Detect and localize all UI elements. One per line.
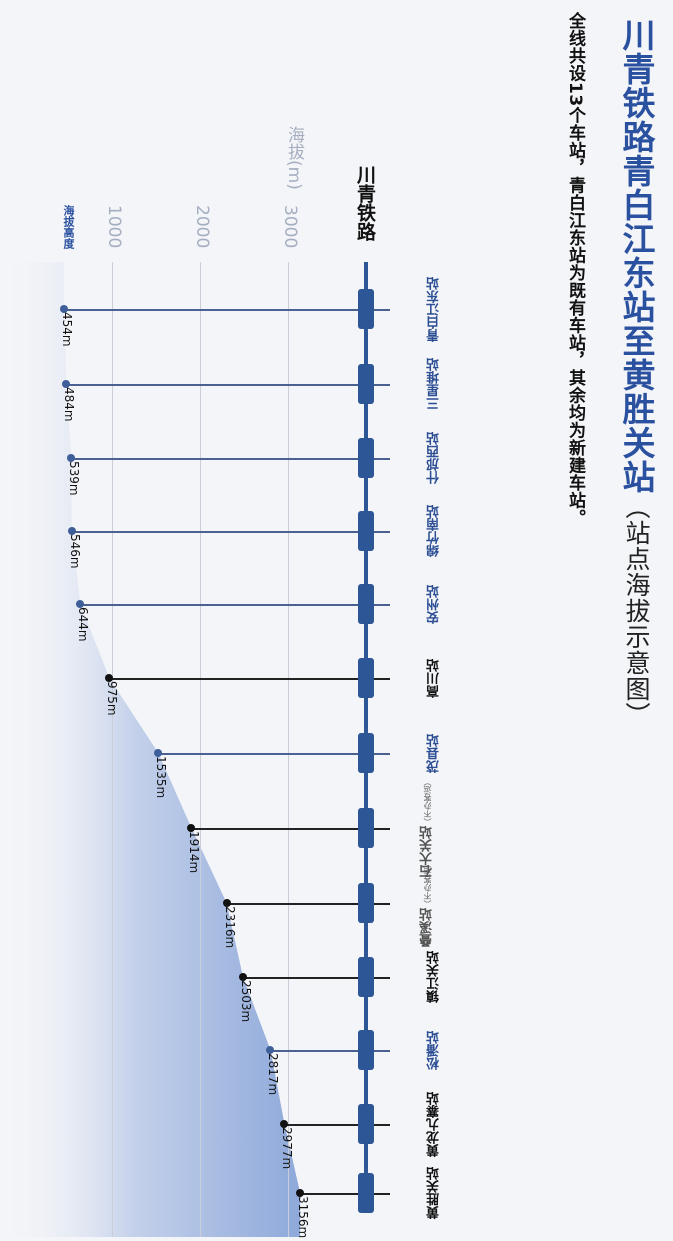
railway-label: 川青铁路 [354, 165, 376, 241]
tick-1000: 1000 [104, 205, 124, 249]
station-name: 黄龙九寨站 [427, 1091, 442, 1157]
elevation-dot [76, 600, 85, 608]
station-name: 镇江关站 [427, 951, 442, 1003]
elevation-value: 484m [62, 387, 77, 422]
station-marker [358, 733, 374, 773]
station-marker [358, 1030, 374, 1070]
station-note: （不办客运） [423, 778, 432, 826]
station-marker [358, 438, 374, 478]
tick-2000: 2000 [192, 205, 212, 249]
elevation-dot [280, 1120, 289, 1128]
station-connector [243, 977, 390, 979]
station-name: 三星堆站 [427, 358, 442, 410]
station-name: 青白江东站 [427, 276, 442, 342]
station-name: 松潘站 [427, 1030, 442, 1070]
station-label: 松潘站 [425, 1031, 444, 1070]
elevation-value: 2977m [280, 1127, 295, 1170]
elevation-value: 644m [76, 607, 91, 642]
elevation-dot [296, 1189, 305, 1197]
elevation-dot [62, 380, 71, 388]
station-note: （不办客运） [423, 859, 432, 908]
station-label: 安州站 [425, 585, 444, 624]
station-name: 叠溪站 [420, 907, 435, 947]
station-name: 绵竹南站 [427, 505, 442, 557]
elevation-dot [67, 454, 76, 462]
legend-label: 海拔高度 [62, 205, 75, 249]
elevation-value: 454m [59, 312, 74, 347]
station-label: 什邡西站 [425, 432, 444, 484]
station-label: 叠溪站（不办客运） [418, 860, 437, 947]
gridline-3000 [288, 262, 289, 1237]
station-marker [358, 957, 374, 997]
station-marker [358, 584, 374, 624]
station-connector [226, 903, 390, 905]
station-marker [358, 883, 374, 923]
station-connector [109, 678, 390, 680]
station-connector [63, 309, 390, 311]
station-connector [158, 753, 390, 755]
gridline-1000 [112, 262, 113, 1237]
station-label: 镇江关站 [425, 951, 444, 1003]
elevation-dot [105, 674, 114, 682]
station-marker [358, 658, 374, 698]
station-connector [66, 384, 390, 386]
elevation-dot [239, 973, 247, 981]
station-label: 三星堆站 [425, 358, 444, 410]
station-marker [358, 364, 374, 404]
subtitle: 全线共设13个车站，青白江东站为既有车站，其余均为新建车站。 [565, 12, 585, 527]
elevation-dot [154, 749, 163, 757]
station-name: 安州站 [427, 584, 442, 624]
elevation-value: 2503m [239, 980, 253, 1023]
elevation-value: 546m [67, 534, 82, 569]
station-connector [71, 531, 390, 533]
station-label: 绵竹南站 [425, 505, 444, 557]
elevation-value: 1914m [187, 831, 202, 874]
elevation-value: 3156m [296, 1196, 311, 1239]
station-connector [270, 1050, 390, 1052]
axis-title: 海拔(m) [284, 126, 304, 190]
gridline-2000 [200, 262, 201, 1237]
station-marker [358, 1104, 374, 1144]
tick-3000: 3000 [280, 205, 300, 249]
station-marker [358, 1173, 374, 1213]
elevation-dot [59, 305, 68, 313]
title-suffix: （站点海拔示意图） [622, 494, 651, 728]
station-connector [191, 828, 390, 830]
elevation-value: 1535m [154, 756, 169, 799]
elevation-value: 975m [105, 681, 120, 716]
station-connector [284, 1124, 390, 1126]
station-label: 青白江东站 [425, 277, 444, 342]
elevation-value: 2316m [222, 906, 237, 949]
station-label: 茂县站 [425, 734, 444, 773]
station-name: 什邡西站 [427, 432, 442, 484]
station-marker [358, 289, 374, 329]
station-connector [71, 458, 390, 460]
station-label: 黄胜关站 [425, 1167, 444, 1219]
station-name: 黄胜关站 [427, 1167, 442, 1219]
elevation-dot [222, 899, 231, 907]
elevation-dot [187, 824, 196, 832]
station-label: 黄龙九寨站 [425, 1092, 444, 1157]
title-text: 川青铁路青白江东站至黄胜关站 [617, 18, 656, 494]
station-name: 茂县站 [427, 733, 442, 773]
elevation-dot [67, 527, 76, 535]
station-marker [358, 808, 374, 848]
page-title: 川青铁路青白江东站至黄胜关站（站点海拔示意图） [612, 18, 660, 728]
elevation-dot [266, 1046, 275, 1054]
station-connector [300, 1193, 390, 1195]
elevation-value: 539m [67, 461, 82, 496]
elevation-value: 2817m [266, 1053, 281, 1096]
station-marker [358, 511, 374, 551]
station-name: 高川站 [427, 658, 442, 698]
station-label: 高川站 [425, 659, 444, 698]
station-connector [80, 604, 390, 606]
